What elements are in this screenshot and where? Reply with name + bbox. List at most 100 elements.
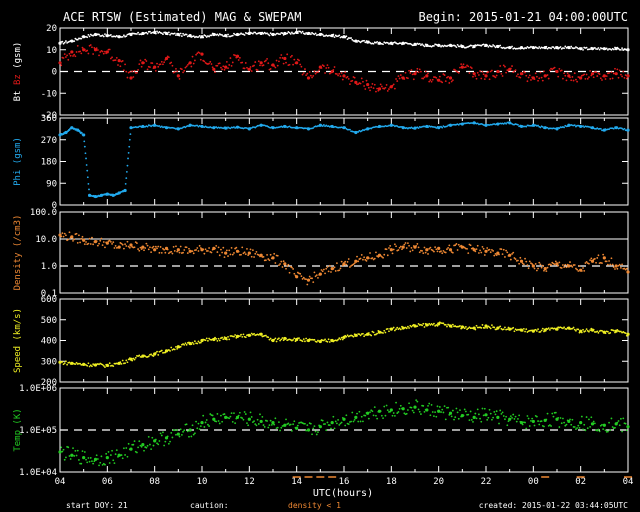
data-point: [425, 74, 429, 78]
data-point: [302, 276, 305, 279]
data-point: [203, 426, 206, 428]
data-point: [605, 260, 608, 263]
data-point: [202, 414, 205, 417]
data-point: [185, 423, 188, 426]
data-point: [276, 426, 279, 429]
data-point: [418, 410, 421, 413]
data-point: [339, 338, 342, 341]
data-point: [333, 66, 336, 68]
data-point: [229, 253, 232, 256]
data-point: [93, 460, 96, 463]
data-point: [304, 68, 306, 70]
data-point: [93, 457, 98, 461]
data-point: [418, 68, 421, 71]
data-point: [285, 61, 287, 64]
data-point: [326, 64, 329, 67]
data-point: [175, 346, 177, 348]
data-point: [421, 43, 423, 46]
data-point: [112, 241, 115, 244]
data-point: [393, 414, 396, 417]
data-point: [125, 359, 128, 362]
data-point: [598, 73, 601, 75]
y-axis-label: Bt Bz (gsm): [13, 42, 23, 102]
data-point: [539, 330, 542, 333]
data-point: [569, 261, 571, 263]
data-point: [401, 407, 405, 411]
data-point: [379, 83, 382, 86]
data-point: [624, 422, 627, 425]
data-point: [612, 127, 615, 130]
data-point: [146, 68, 149, 71]
data-point: [208, 425, 211, 427]
data-point: [115, 34, 118, 37]
data-point: [156, 30, 158, 33]
data-point: [496, 415, 500, 419]
data-point: [160, 251, 163, 254]
data-point: [376, 332, 379, 335]
data-point: [254, 423, 257, 426]
data-point: [205, 419, 208, 421]
data-point: [121, 359, 124, 362]
data-point: [538, 77, 541, 80]
data-point: [524, 421, 526, 424]
data-point: [382, 256, 384, 259]
data-point: [336, 262, 338, 265]
data-point: [180, 68, 183, 71]
data-point: [188, 247, 190, 250]
data-point: [491, 69, 493, 72]
data-point: [553, 47, 556, 50]
data-point: [395, 78, 397, 80]
data-point: [541, 79, 544, 82]
data-point: [625, 77, 628, 80]
data-point: [198, 34, 201, 37]
data-point: [389, 245, 392, 247]
data-point: [80, 37, 83, 40]
data-point: [354, 259, 358, 263]
data-point: [238, 33, 241, 36]
data-point: [108, 48, 111, 51]
data-point: [538, 423, 541, 426]
data-point: [88, 188, 90, 191]
data-point: [330, 421, 334, 425]
data-point: [495, 254, 498, 257]
data-point: [332, 33, 335, 36]
data-point: [145, 31, 148, 34]
x-tick-label: 06: [102, 477, 113, 487]
data-point: [622, 70, 625, 73]
data-point: [283, 423, 287, 427]
data-point: [620, 266, 622, 269]
data-point: [157, 245, 160, 248]
data-point: [478, 252, 480, 254]
data-point: [384, 331, 387, 334]
data-point: [175, 245, 177, 248]
data-point: [455, 46, 458, 49]
data-point: [399, 42, 402, 45]
data-point: [320, 269, 323, 271]
data-point: [92, 53, 95, 55]
data-point: [328, 264, 331, 267]
data-point: [590, 257, 593, 260]
data-point: [176, 70, 179, 73]
data-point: [247, 251, 251, 255]
data-point: [545, 45, 548, 48]
data-point: [268, 424, 271, 427]
data-point: [480, 327, 483, 329]
data-point: [586, 427, 589, 430]
data-point: [596, 330, 599, 333]
data-point: [267, 336, 270, 339]
data-point: [360, 77, 363, 80]
data-point: [351, 79, 354, 82]
data-point: [501, 411, 504, 414]
data-point: [86, 49, 89, 52]
data-point: [397, 411, 400, 413]
data-point: [321, 33, 324, 36]
data-point: [169, 350, 171, 352]
data-point: [531, 264, 535, 268]
data-point: [340, 72, 343, 74]
data-point: [371, 257, 374, 259]
data-point: [441, 126, 444, 129]
data-point: [598, 48, 601, 51]
data-point: [366, 82, 370, 87]
data-point: [563, 421, 565, 424]
